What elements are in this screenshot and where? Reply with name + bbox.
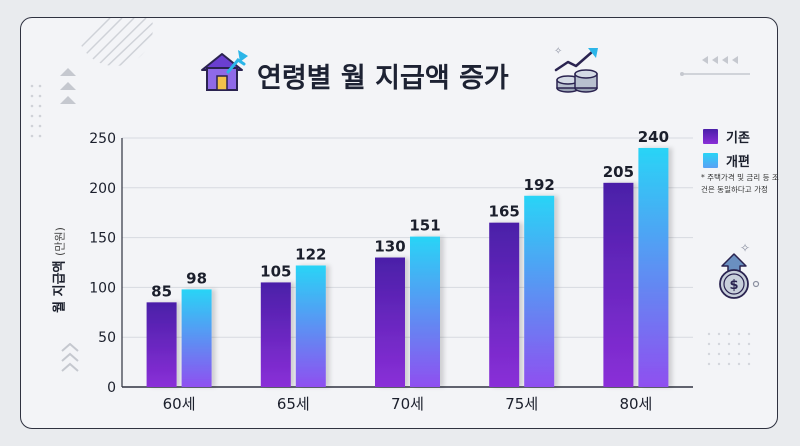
svg-text:✧: ✧ <box>554 46 562 57</box>
data-label: 205 <box>603 163 634 181</box>
footnote: * 주택가격 및 금리 등 조건은 동일하다고 가정 <box>701 173 779 194</box>
dollar-coin-up-icon: ✧ $ <box>719 241 760 299</box>
y-tick-label: 50 <box>98 330 116 346</box>
x-tick-label: 60세 <box>163 395 196 413</box>
coins-growth-icon: ✧ <box>554 46 598 93</box>
svg-text:$: $ <box>729 278 738 293</box>
data-label: 130 <box>374 238 405 256</box>
legend-label-existing: 기존 <box>726 130 750 146</box>
dot-grid-decoration <box>30 84 42 138</box>
legend-item-revised: 개편 <box>703 148 750 172</box>
y-tick-label: 250 <box>89 131 116 147</box>
bar-revised <box>524 195 555 387</box>
bar-revised <box>638 147 669 387</box>
legend-swatch-revised <box>703 152 718 168</box>
bar-revised <box>181 289 212 387</box>
bar-existing <box>260 282 291 387</box>
bar-existing <box>603 182 634 387</box>
chevron-up-decoration <box>60 68 76 104</box>
data-label: 192 <box>524 176 555 194</box>
data-label: 105 <box>260 262 291 280</box>
data-label: 98 <box>186 269 207 287</box>
data-label: 165 <box>489 203 520 221</box>
y-tick-label: 100 <box>89 280 116 296</box>
data-label: 122 <box>295 245 326 263</box>
chevron-up-decoration-lower <box>61 343 79 372</box>
x-tick-label: 75세 <box>505 395 538 413</box>
bar-existing <box>489 222 520 387</box>
bar-existing <box>375 257 405 387</box>
legend-label-revised: 개편 <box>726 154 750 170</box>
x-tick-label: 65세 <box>277 395 310 413</box>
dot-grid-decoration-right <box>707 332 751 366</box>
chart-title: 연령별 월 지급액 증가 <box>257 63 509 94</box>
y-tick-label: 150 <box>89 231 116 247</box>
x-tick-label: 80세 <box>619 395 652 413</box>
y-tick-label: 200 <box>89 181 116 197</box>
arrow-line-decoration <box>680 56 750 76</box>
svg-text:✧: ✧ <box>740 241 750 255</box>
data-label: 240 <box>638 128 669 146</box>
data-label: 85 <box>151 282 172 300</box>
bar-revised <box>295 265 326 387</box>
legend-item-existing: 기존 <box>703 124 750 148</box>
y-tick-label: 0 <box>107 380 116 396</box>
bar-revised <box>410 236 440 387</box>
data-label: 151 <box>409 217 440 235</box>
stripe-circle-decoration <box>77 18 153 66</box>
legend: 기존 개편 <box>703 124 750 172</box>
house-growth-icon <box>201 50 248 91</box>
legend-swatch-existing <box>703 128 718 144</box>
x-tick-label: 70세 <box>391 395 424 413</box>
bar-existing <box>146 302 177 387</box>
